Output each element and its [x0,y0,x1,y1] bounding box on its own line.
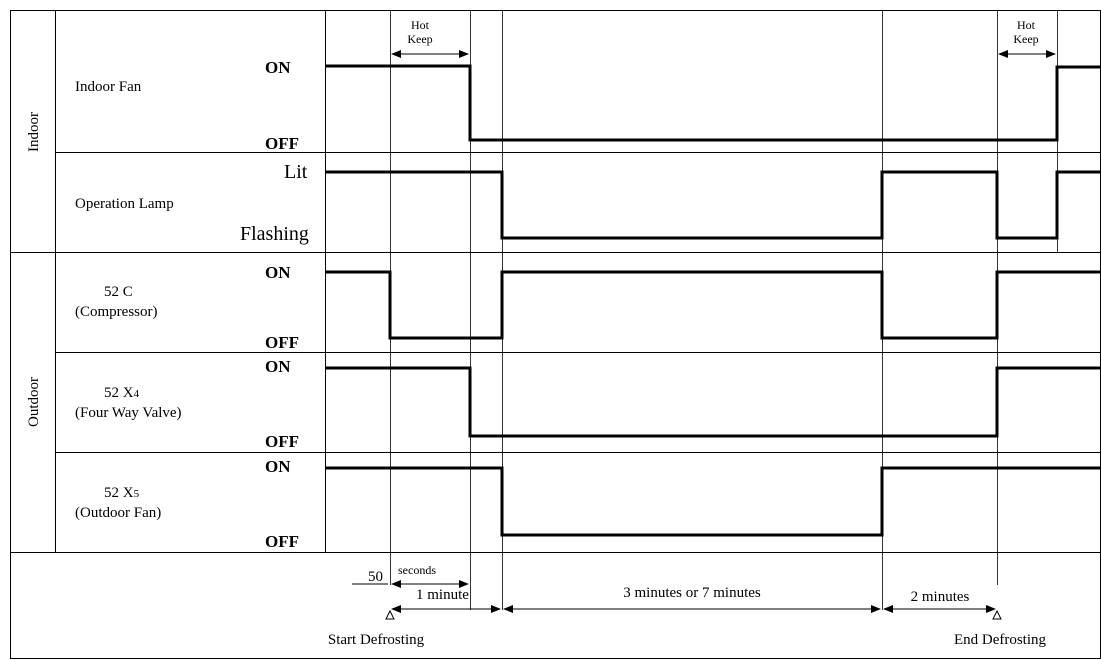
diagram-frame [10,10,1101,659]
compressor-on-label: ON [265,263,291,282]
signal-label-four-way-valve-desc: (Four Way Valve) [75,405,182,421]
signal-label-compressor-name: 52 C [104,284,133,300]
four-way-valve-on-label: ON [265,357,291,376]
group-label-indoor: Indoor [26,112,42,152]
four-way-valve-name-main: 52 X [104,385,134,401]
timing-seconds-label: seconds [398,563,436,577]
signal-label-four-way-valve-name: 52 X4 [104,385,140,401]
timing-50-seconds: 50 seconds [352,563,469,588]
four-way-valve-name-sub: 4 [134,388,140,400]
indoor-fan-on-label: ON [265,58,291,77]
timing-2-minutes-label: 2 minutes [911,589,970,605]
operation-lamp-flashing-label: Flashing [240,223,309,245]
indoor-fan-off-label: OFF [265,134,299,153]
four-way-valve-off-label: OFF [265,432,299,451]
timing-1-minute: 1 minute [391,587,501,613]
compressor-off-label: OFF [265,333,299,352]
indoor-fan-waveform [326,64,1101,142]
signal-label-operation-lamp: Operation Lamp [75,196,174,212]
outdoor-fan-waveform [326,466,1101,537]
timing-50-label: 50 [368,569,383,585]
signal-label-compressor-desc: (Compressor) [75,304,158,320]
end-defrosting-label: End Defrosting [954,632,1047,648]
end-defrosting-marker: End Defrosting [954,609,1047,648]
hot-keep-2-line2: Keep [1013,32,1038,46]
timing-3-or-7-minutes: 3 minutes or 7 minutes [503,585,881,613]
hot-keep-1-line2: Keep [407,32,432,46]
outdoor-fan-off-label: OFF [265,532,299,551]
group-label-outdoor: Outdoor [26,377,42,427]
signal-label-outdoor-fan-desc: (Outdoor Fan) [75,505,161,521]
hot-keep-annotation-2: Hot Keep [998,18,1056,58]
outdoor-fan-name-main: 52 X [104,485,134,501]
outdoor-fan-on-label: ON [265,457,291,476]
time-guides [390,10,1058,610]
signal-label-outdoor-fan-name: 52 X5 [104,485,140,501]
outdoor-fan-name-sub: 5 [134,488,140,500]
compressor-waveform [326,270,1101,340]
timing-1-minute-label: 1 minute [416,587,469,603]
timing-2-minutes: 2 minutes [883,589,996,613]
hot-keep-2-line1: Hot [1017,18,1036,32]
start-defrosting-marker: Start Defrosting [328,609,425,648]
hot-keep-1-line1: Hot [411,18,430,32]
signal-label-indoor-fan: Indoor Fan [75,79,142,95]
operation-lamp-waveform [326,170,1101,240]
timing-3-or-7-label: 3 minutes or 7 minutes [623,585,761,601]
start-defrosting-label: Start Defrosting [328,632,425,648]
hot-keep-annotation-1: Hot Keep [391,18,469,58]
operation-lamp-lit-label: Lit [284,161,308,183]
four-way-valve-waveform [326,366,1101,438]
